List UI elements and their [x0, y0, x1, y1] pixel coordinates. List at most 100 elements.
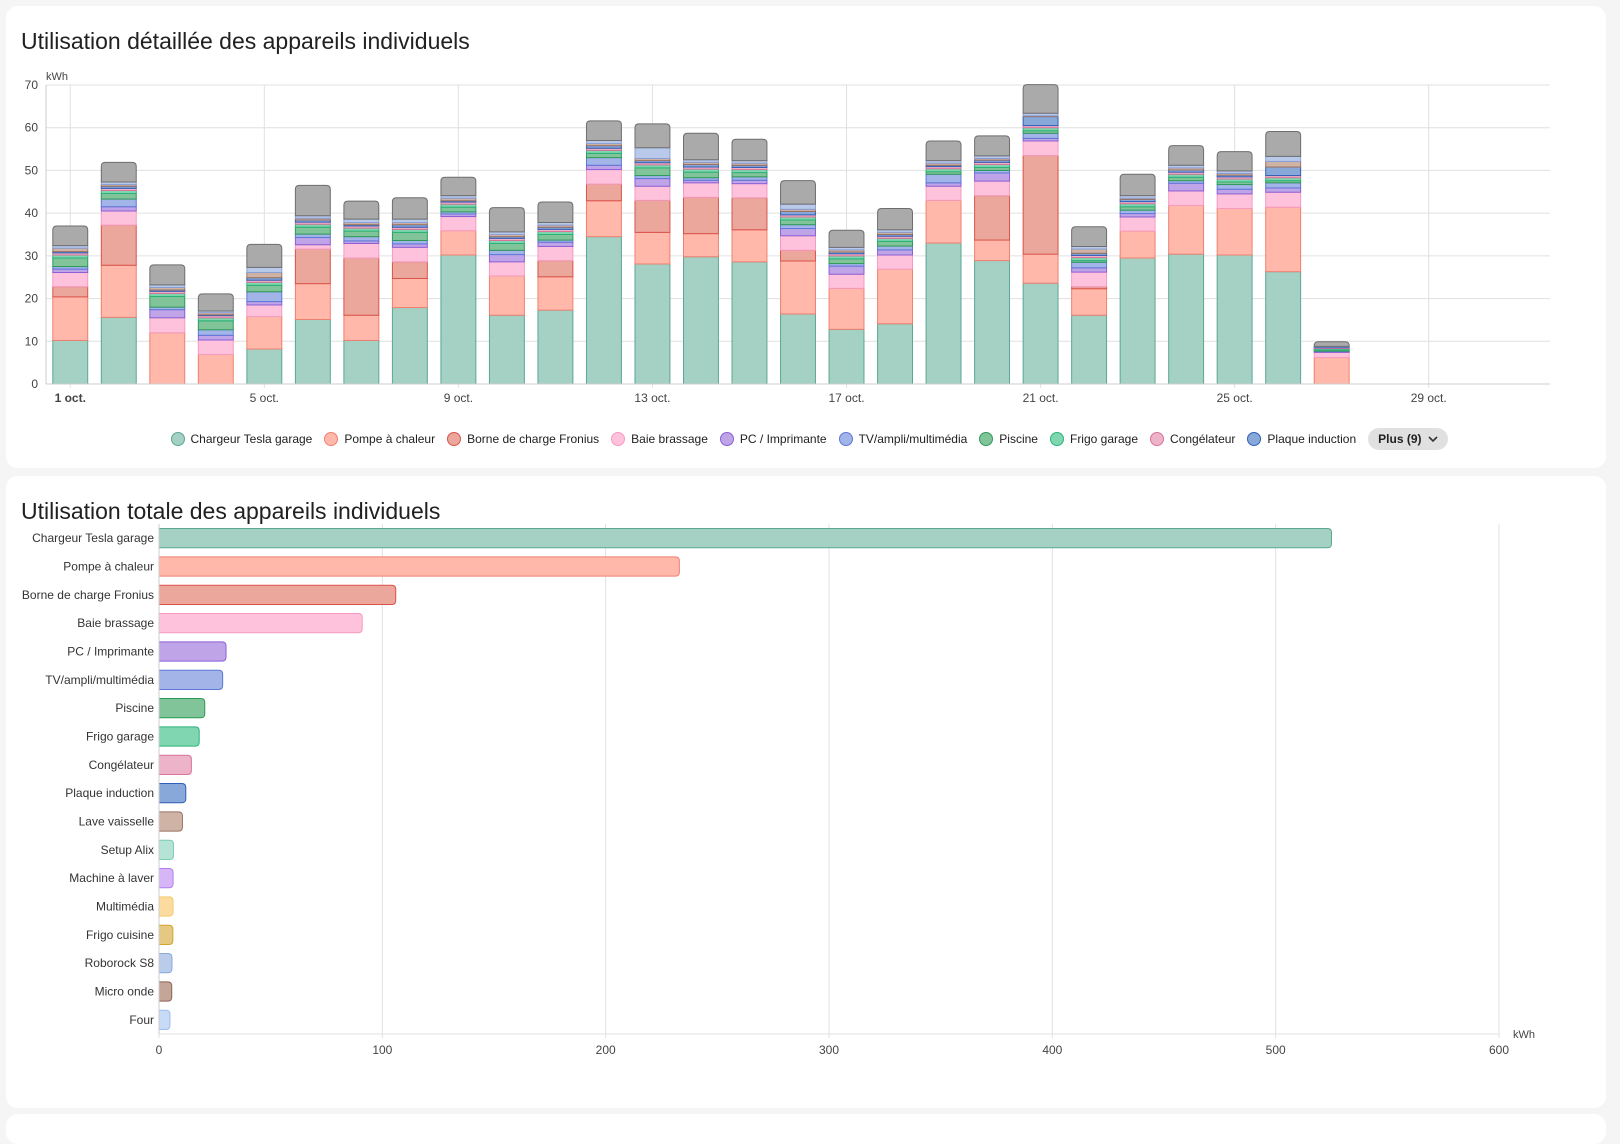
bar-segment[interactable] [828, 328, 865, 385]
bar-segment[interactable] [1119, 213, 1156, 218]
bar-segment[interactable] [634, 178, 671, 187]
bar-segment[interactable] [246, 348, 283, 385]
bar-segment[interactable] [634, 231, 671, 265]
bar-segment[interactable] [1265, 191, 1302, 208]
bar-segment[interactable] [1168, 145, 1205, 166]
bar-segment[interactable] [488, 275, 525, 316]
bar-segment[interactable] [1313, 357, 1350, 385]
bar-segment[interactable] [440, 216, 477, 232]
bar-segment[interactable] [1313, 351, 1350, 359]
bar-segment[interactable] [52, 339, 89, 385]
day-bar-8[interactable] [391, 197, 428, 385]
bar-segment[interactable] [1071, 271, 1108, 288]
bar-segment[interactable] [488, 314, 525, 385]
bar-segment[interactable] [391, 307, 428, 385]
bar-segment[interactable] [391, 218, 428, 224]
bar-segment[interactable] [488, 254, 525, 263]
bar-segment[interactable] [731, 261, 768, 385]
bar-segment[interactable] [246, 301, 283, 306]
total-bar[interactable] [158, 726, 200, 747]
bar-segment[interactable] [343, 230, 380, 238]
bar-segment[interactable] [1022, 116, 1059, 127]
bar-segment[interactable] [1216, 151, 1253, 172]
bar-segment[interactable] [294, 283, 331, 321]
bar-segment[interactable] [149, 264, 186, 286]
bar-segment[interactable] [1119, 216, 1156, 232]
total-bar[interactable] [158, 556, 680, 577]
day-bar-19[interactable] [925, 140, 962, 385]
bar-segment[interactable] [828, 258, 865, 265]
bar-segment[interactable] [1071, 267, 1108, 273]
bar-segment[interactable] [731, 197, 768, 231]
bar-segment[interactable] [1168, 253, 1205, 385]
bar-segment[interactable] [488, 207, 525, 233]
bar-segment[interactable] [828, 265, 865, 275]
bar-segment[interactable] [537, 276, 574, 311]
bar-segment[interactable] [1119, 209, 1156, 215]
bar-segment[interactable] [197, 339, 234, 356]
legend-item[interactable]: Chargeur Tesla garage [170, 432, 312, 446]
bar-segment[interactable] [877, 268, 913, 325]
bar-segment[interactable] [440, 176, 477, 197]
day-bar-24[interactable] [1168, 145, 1205, 385]
bar-segment[interactable] [1119, 173, 1156, 197]
bar-segment[interactable] [731, 138, 768, 162]
bar-segment[interactable] [1265, 271, 1302, 385]
bar-segment[interactable] [780, 235, 816, 251]
bar-segment[interactable] [52, 272, 89, 288]
bar-segment[interactable] [391, 246, 428, 263]
bar-segment[interactable] [1168, 190, 1205, 206]
day-bar-23[interactable] [1119, 173, 1156, 385]
total-bar[interactable] [158, 698, 206, 719]
bar-segment[interactable] [1071, 314, 1108, 385]
bar-segment[interactable] [440, 254, 477, 385]
day-bar-27[interactable] [1313, 341, 1350, 385]
day-bar-13[interactable] [634, 123, 671, 385]
bar-segment[interactable] [52, 286, 89, 298]
bar-segment[interactable] [391, 197, 428, 220]
day-bar-6[interactable] [294, 184, 331, 385]
bar-segment[interactable] [1022, 154, 1059, 255]
bar-segment[interactable] [925, 242, 962, 385]
legend-item[interactable]: Baie brassage [611, 432, 708, 446]
bar-segment[interactable] [877, 254, 913, 270]
bar-segment[interactable] [1168, 176, 1205, 182]
bar-segment[interactable] [149, 332, 186, 385]
total-bar[interactable] [158, 953, 173, 974]
bar-segment[interactable] [1216, 207, 1253, 256]
legend-item[interactable]: TV/ampli/multimédia [838, 432, 967, 446]
bar-segment[interactable] [1168, 204, 1205, 255]
bar-segment[interactable] [197, 334, 234, 341]
bar-segment[interactable] [974, 172, 1011, 182]
day-bar-2[interactable] [100, 161, 137, 385]
bar-segment[interactable] [1071, 226, 1108, 247]
bar-segment[interactable] [683, 233, 719, 258]
bar-segment[interactable] [585, 120, 622, 142]
total-bar[interactable] [158, 811, 183, 832]
bar-segment[interactable] [925, 199, 962, 244]
bar-segment[interactable] [100, 206, 137, 212]
bar-segment[interactable] [1265, 160, 1302, 168]
bar-segment[interactable] [246, 272, 283, 279]
bar-segment[interactable] [828, 273, 865, 289]
day-bar-25[interactable] [1216, 151, 1253, 385]
bar-segment[interactable] [440, 206, 477, 213]
bar-segment[interactable] [100, 192, 137, 200]
bar-segment[interactable] [780, 249, 816, 262]
total-bar[interactable] [158, 754, 192, 775]
bar-segment[interactable] [974, 239, 1011, 262]
bar-segment[interactable] [1216, 254, 1253, 385]
bar-segment[interactable] [343, 339, 380, 385]
bar-segment[interactable] [731, 183, 768, 199]
bar-segment[interactable] [1216, 188, 1253, 195]
bar-segment[interactable] [1022, 140, 1059, 156]
bar-segment[interactable] [100, 316, 137, 385]
bar-segment[interactable] [974, 260, 1011, 385]
bar-segment[interactable] [1022, 282, 1059, 385]
bar-segment[interactable] [100, 210, 137, 226]
day-bar-16[interactable] [780, 180, 816, 385]
bar-segment[interactable] [634, 199, 671, 233]
bar-segment[interactable] [100, 198, 137, 208]
bar-segment[interactable] [1071, 248, 1108, 254]
bar-segment[interactable] [1071, 288, 1108, 316]
